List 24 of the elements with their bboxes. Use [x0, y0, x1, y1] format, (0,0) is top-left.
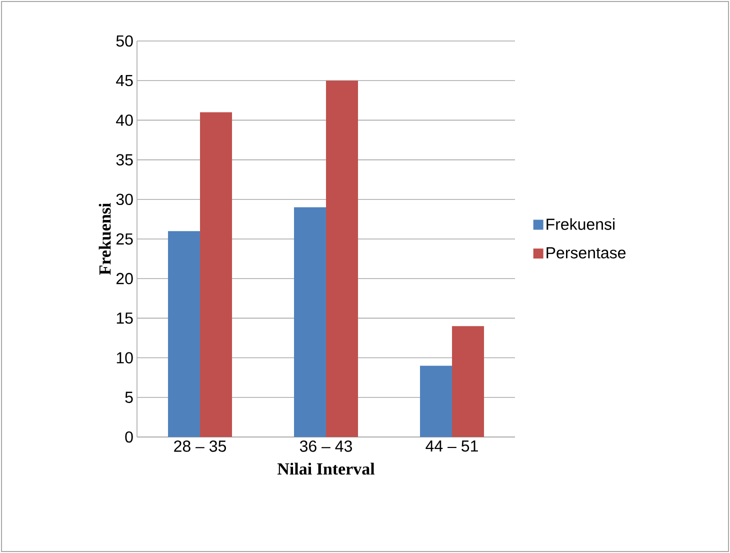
- y-tick-label: 50: [116, 35, 133, 47]
- y-tick-label: 30: [116, 194, 133, 206]
- y-tick-label: 0: [125, 431, 133, 443]
- bar: [420, 366, 452, 437]
- y-axis-title: Frekuensi: [98, 203, 111, 275]
- bar: [452, 326, 484, 437]
- y-tick-label: 5: [125, 392, 133, 403]
- bar: [326, 80, 358, 437]
- legend-label: Frekuensi: [546, 218, 614, 230]
- bar: [168, 231, 200, 437]
- y-tick-label: 25: [116, 233, 133, 245]
- x-tick-label: 28 – 35: [174, 440, 226, 452]
- y-tick-label: 20: [116, 272, 133, 284]
- x-axis-title: Nilai Interval: [277, 462, 375, 475]
- y-tick-label: 40: [116, 114, 133, 126]
- x-tick-label: 36 – 43: [300, 440, 352, 452]
- x-tick-label: 44 – 51: [426, 440, 478, 452]
- legend-label: Persentase: [546, 247, 626, 258]
- y-tick-label: 35: [116, 154, 133, 166]
- bar: [200, 112, 232, 437]
- y-tick-label: 10: [116, 352, 133, 364]
- y-tick-label: 45: [116, 75, 133, 86]
- bar: [294, 207, 326, 437]
- y-tick-label: 15: [116, 312, 133, 324]
